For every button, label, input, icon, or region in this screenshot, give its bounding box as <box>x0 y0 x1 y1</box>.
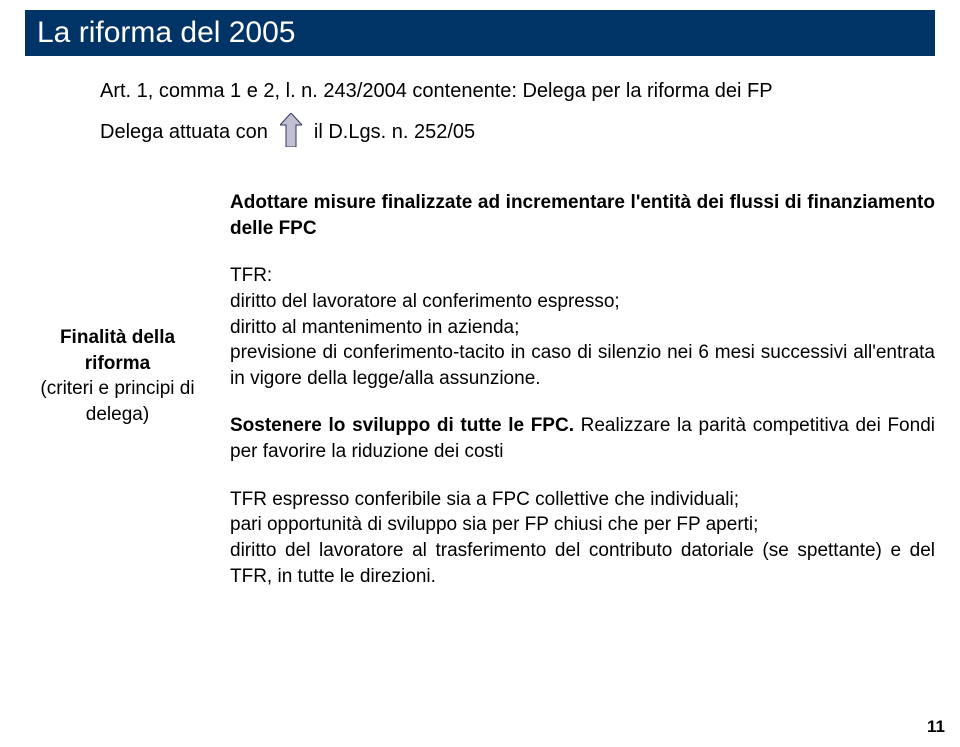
left-label: Finalità della riforma (criteri e princi… <box>30 325 205 428</box>
final-l3: diritto del lavoratore al trasferimento … <box>230 538 935 589</box>
final-block: TFR espresso conferibile sia a FPC colle… <box>230 487 935 590</box>
tfr-l1: diritto del lavoratore al conferimento e… <box>230 289 935 315</box>
subtitle-line2: Delega attuata con il D.Lgs. n. 252/05 <box>100 113 860 152</box>
tfr-head: TFR: <box>230 263 935 289</box>
p1: Adottare misure finalizzate ad increment… <box>230 190 935 241</box>
right-block: Adottare misure finalizzate ad increment… <box>230 190 935 611</box>
left-label-l3: (criteri e principi di <box>30 376 205 402</box>
tfr-l3: previsione di conferimento-tacito in cas… <box>230 340 935 391</box>
subtitle-block: Art. 1, comma 1 e 2, l. n. 243/2004 cont… <box>100 80 860 152</box>
page-title: La riforma del 2005 <box>37 16 296 49</box>
subtitle-line1: Art. 1, comma 1 e 2, l. n. 243/2004 cont… <box>100 80 860 103</box>
final-l2: pari opportunità di sviluppo sia per FP … <box>230 512 935 538</box>
subtitle-right-text: il D.Lgs. n. 252/05 <box>314 121 475 144</box>
left-label-l4: delega) <box>30 402 205 428</box>
final-l1: TFR espresso conferibile sia a FPC colle… <box>230 487 935 513</box>
title-bar: La riforma del 2005 <box>25 10 935 56</box>
page-number: 11 <box>927 717 945 737</box>
p3-bold: Sostenere lo sviluppo di tutte le FPC. <box>230 415 574 436</box>
left-label-l1: Finalità della <box>30 325 205 351</box>
subtitle-left-text: Delega attuata con <box>100 121 268 144</box>
tfr-block: TFR: diritto del lavoratore al conferime… <box>230 263 935 391</box>
left-label-l2: riforma <box>30 351 205 377</box>
tfr-l2: diritto al mantenimento in azienda; <box>230 315 935 341</box>
p3: Sostenere lo sviluppo di tutte le FPC. R… <box>230 413 935 464</box>
page: La riforma del 2005 Art. 1, comma 1 e 2,… <box>0 0 960 747</box>
up-arrow-icon <box>280 113 302 152</box>
